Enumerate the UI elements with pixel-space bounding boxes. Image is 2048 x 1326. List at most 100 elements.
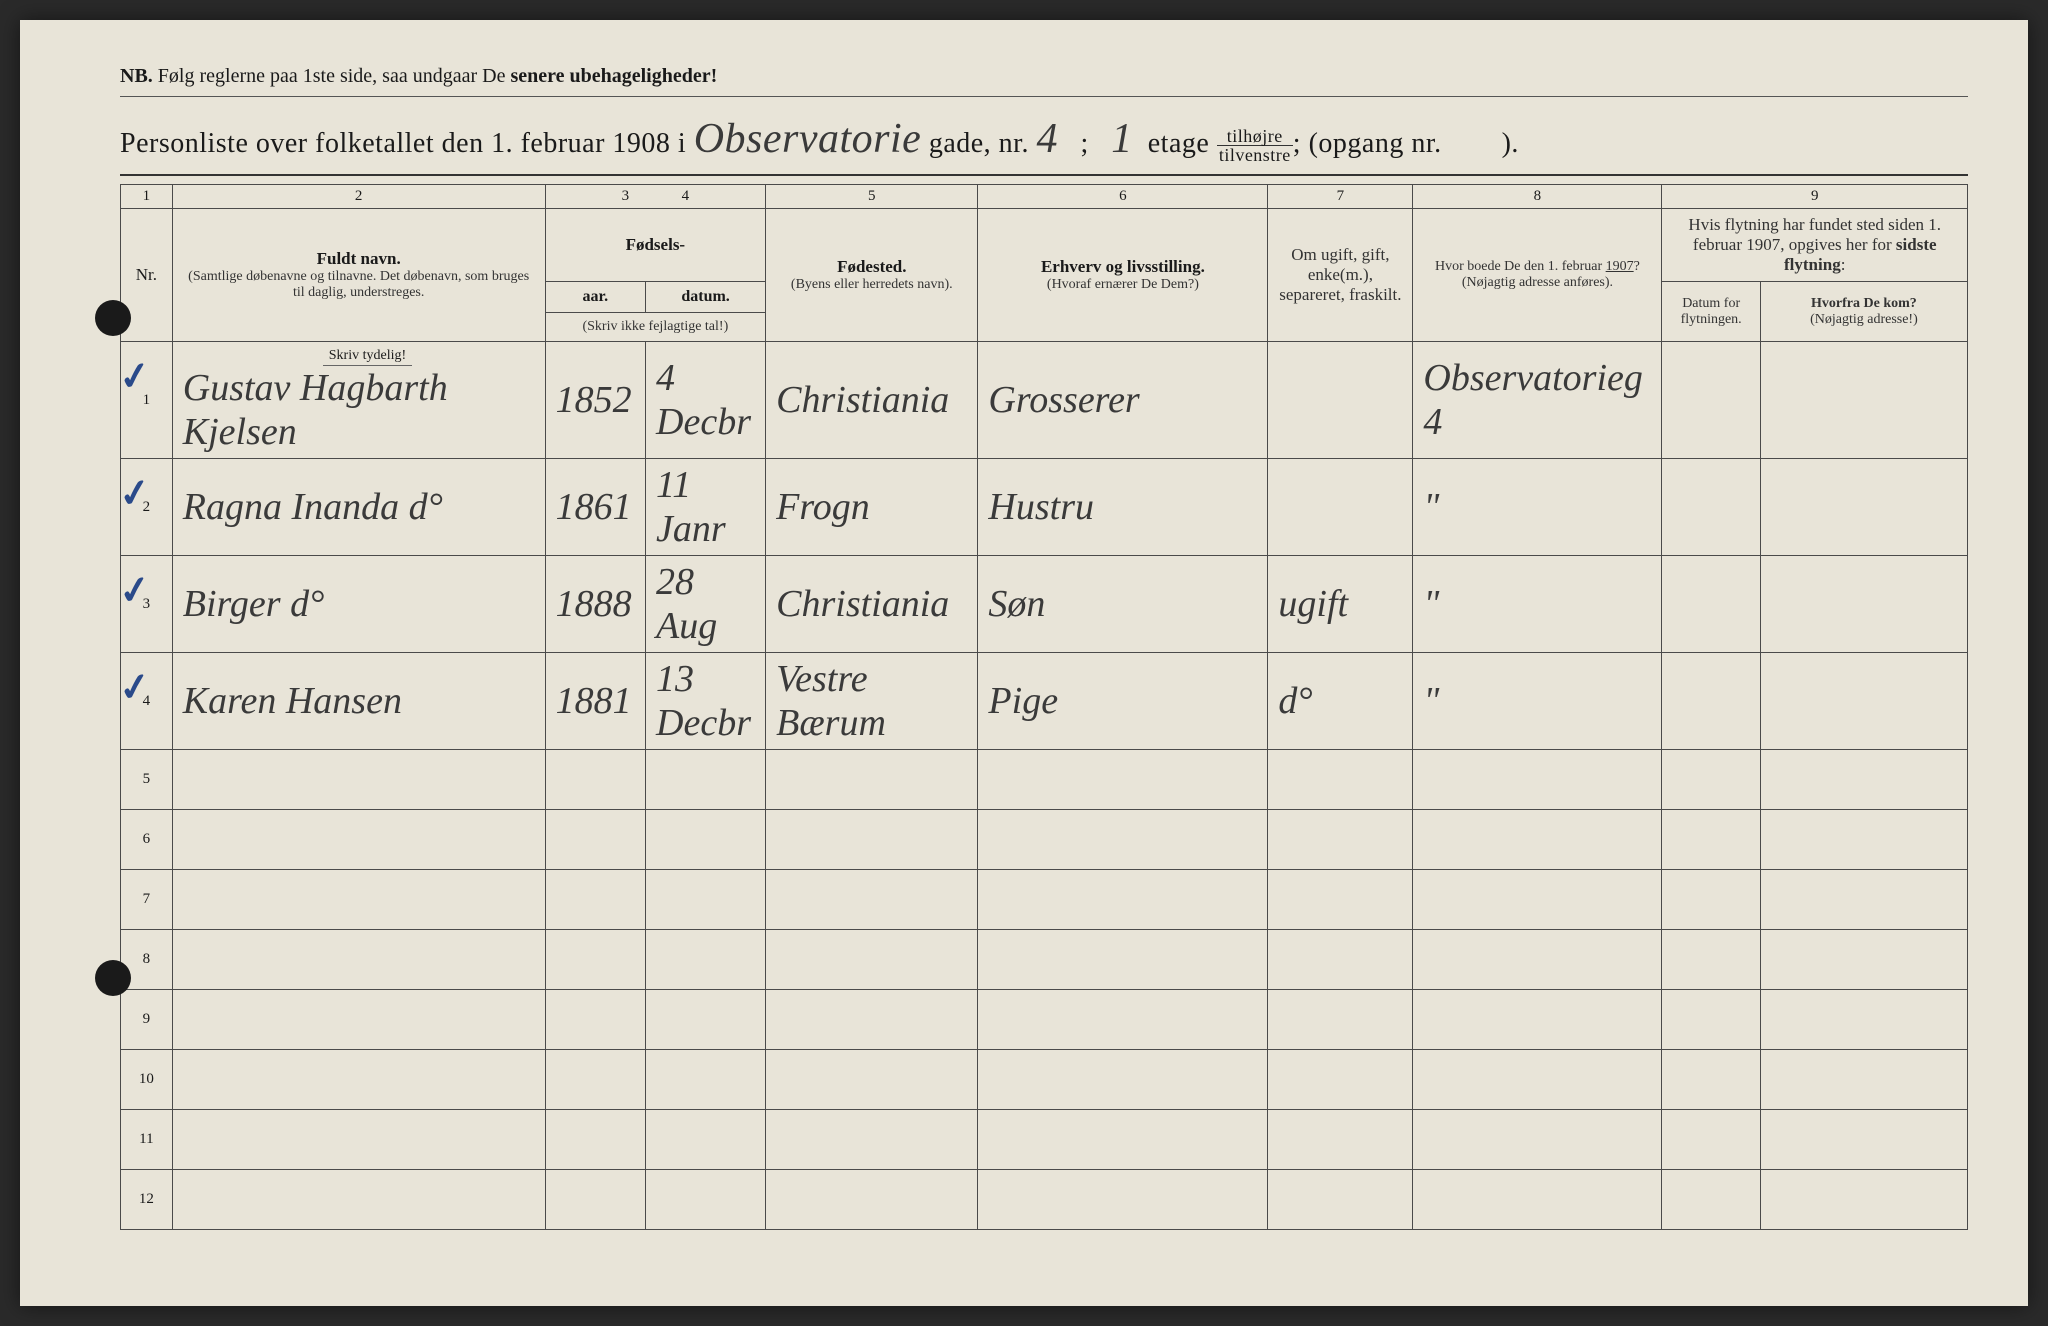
cell-hvorfra <box>1760 459 1967 556</box>
cell-hvor1907 <box>1413 1050 1662 1110</box>
table-row: 11 <box>121 1110 1968 1170</box>
cell-erhverv: Grosserer <box>978 342 1268 459</box>
colnum-8: 8 <box>1413 185 1662 209</box>
cell-gift <box>1268 1170 1413 1230</box>
table-row: 5 <box>121 750 1968 810</box>
hdr-flytning: Hvis flytning har fundet sted siden 1. f… <box>1662 209 1968 282</box>
cell-navn: Ragna Inanda d° <box>172 459 545 556</box>
cell-erhverv <box>978 990 1268 1050</box>
cell-navn <box>172 1170 545 1230</box>
cell-hvorfra <box>1760 810 1967 870</box>
cell-navn <box>172 930 545 990</box>
hdr-fodsels: Fødsels- <box>545 209 766 282</box>
table-row: 10 <box>121 1050 1968 1110</box>
column-number-row: 1 2 3 4 5 6 7 8 9 <box>121 185 1968 209</box>
cell-flytdatum <box>1662 459 1760 556</box>
cell-gift <box>1268 342 1413 459</box>
cell-flytdatum <box>1662 870 1760 930</box>
cell-gift: ugift <box>1268 556 1413 653</box>
cell-hvorfra <box>1760 750 1967 810</box>
cell-datum: 4 Decbr <box>646 342 766 459</box>
table-body: 1✓Skriv tydelig!Gustav Hagbarth Kjelsen1… <box>121 342 1968 1230</box>
cell-nr: 5 <box>121 750 173 810</box>
colnum-6: 6 <box>978 185 1268 209</box>
cell-nr: 12 <box>121 1170 173 1230</box>
cell-hvor1907 <box>1413 870 1662 930</box>
cell-aar <box>545 870 645 930</box>
cell-nr: 1✓ <box>121 342 173 459</box>
cell-navn <box>172 1110 545 1170</box>
cell-datum: 28 Aug <box>646 556 766 653</box>
cell-flytdatum <box>1662 342 1760 459</box>
cell-flytdatum <box>1662 990 1760 1050</box>
hdr-gift: Om ugift, gift, enke(m.), separeret, fra… <box>1268 209 1413 342</box>
hdr-fodested: Fødested. (Byens eller herredets navn). <box>766 209 978 342</box>
cell-erhverv <box>978 750 1268 810</box>
cell-aar: 1881 <box>545 653 645 750</box>
hdr-1907: Hvor boede De den 1. februar 1907? (Nøja… <box>1413 209 1662 342</box>
cell-fodested: Christiania <box>766 342 978 459</box>
cell-navn: Skriv tydelig!Gustav Hagbarth Kjelsen <box>172 342 545 459</box>
cell-fodested <box>766 1110 978 1170</box>
cell-navn <box>172 870 545 930</box>
cell-gift <box>1268 810 1413 870</box>
title-t4: etage <box>1148 128 1210 159</box>
cell-nr: 6 <box>121 810 173 870</box>
cell-fodested <box>766 810 978 870</box>
cell-gift <box>1268 930 1413 990</box>
title-t3: ; <box>1080 128 1088 159</box>
header-row-1: Nr. Fuldt navn. (Samtlige døbenavne og t… <box>121 209 1968 282</box>
cell-hvorfra <box>1760 870 1967 930</box>
cell-fodested <box>766 930 978 990</box>
cell-flytdatum <box>1662 1110 1760 1170</box>
cell-hvor1907: Observatorieg 4 <box>1413 342 1662 459</box>
cell-erhverv <box>978 870 1268 930</box>
title-gade: Observatorie <box>694 116 922 162</box>
cell-hvorfra <box>1760 1110 1967 1170</box>
cell-flytdatum <box>1662 1170 1760 1230</box>
cell-navn <box>172 990 545 1050</box>
cell-hvor1907 <box>1413 750 1662 810</box>
cell-erhverv: Hustru <box>978 459 1268 556</box>
hdr-aar: aar. <box>545 282 645 313</box>
title-fraction: tilhøjre tilvenstre <box>1217 127 1293 164</box>
cell-hvorfra <box>1760 653 1967 750</box>
cell-flytdatum <box>1662 556 1760 653</box>
cell-gift <box>1268 750 1413 810</box>
cell-hvor1907 <box>1413 1110 1662 1170</box>
checkmark-icon: ✓ <box>116 566 154 615</box>
cell-fodested: Christiania <box>766 556 978 653</box>
punch-hole <box>95 300 131 336</box>
cell-hvorfra <box>1760 990 1967 1050</box>
cell-aar: 1888 <box>545 556 645 653</box>
cell-datum <box>646 870 766 930</box>
cell-erhverv <box>978 1050 1268 1110</box>
cell-erhverv <box>978 1170 1268 1230</box>
title-nr: 4 <box>1036 116 1058 162</box>
cell-aar: 1852 <box>545 342 645 459</box>
cell-fodested <box>766 990 978 1050</box>
table-row: 7 <box>121 870 1968 930</box>
table-row: 8 <box>121 930 1968 990</box>
cell-navn: Birger d° <box>172 556 545 653</box>
hdr-erhverv: Erhverv og livsstilling. (Hvoraf ernærer… <box>978 209 1268 342</box>
checkmark-icon: ✓ <box>116 352 154 401</box>
cell-aar <box>545 1110 645 1170</box>
cell-datum <box>646 810 766 870</box>
cell-gift <box>1268 1110 1413 1170</box>
cell-datum <box>646 930 766 990</box>
colnum-9: 9 <box>1662 185 1968 209</box>
cell-hvorfra <box>1760 342 1967 459</box>
cell-gift <box>1268 990 1413 1050</box>
cell-hvor1907 <box>1413 930 1662 990</box>
cell-hvorfra <box>1760 556 1967 653</box>
cell-aar <box>545 930 645 990</box>
title-t1: Personliste over folketallet den 1. febr… <box>120 128 686 159</box>
checkmark-icon: ✓ <box>116 663 154 712</box>
cell-navn: Karen Hansen <box>172 653 545 750</box>
cell-datum <box>646 1170 766 1230</box>
colnum-1: 1 <box>121 185 173 209</box>
cell-aar <box>545 810 645 870</box>
census-form-page: NB. Følg reglerne paa 1ste side, saa und… <box>20 20 2028 1306</box>
cell-fodested: Vestre Bærum <box>766 653 978 750</box>
